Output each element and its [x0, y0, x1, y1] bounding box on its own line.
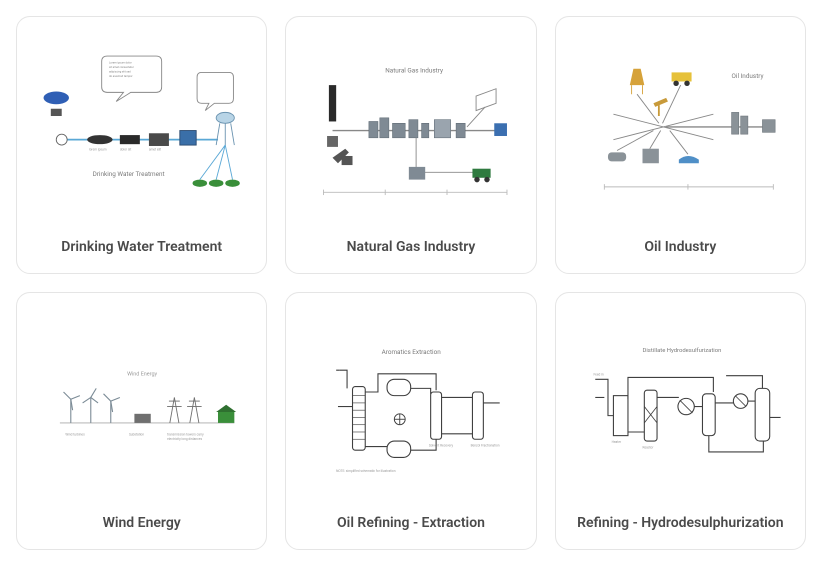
thumb-title: Drinking Water Treatment [93, 170, 165, 178]
svg-text:Benzol Fractionation: Benzol Fractionation [471, 444, 500, 448]
svg-text:adipiscing elit sed: adipiscing elit sed [109, 69, 131, 73]
template-label: Natural Gas Industry [286, 225, 535, 273]
svg-text:Lorem ipsum dolor: Lorem ipsum dolor [109, 60, 132, 64]
template-grid: Lorem ipsum dolor sit amet consectetur a… [16, 16, 806, 550]
template-thumb: Wind Energy [17, 293, 266, 501]
template-card-natural-gas-industry[interactable]: Natural Gas Industry [285, 16, 536, 274]
thumb-title: Natural Gas Industry [386, 66, 444, 74]
diagram-natural-gas-icon: Natural Gas Industry [298, 27, 523, 225]
svg-text:sit amet consectetur: sit amet consectetur [109, 65, 134, 69]
template-label: Refining - Hydrodesulphurization [556, 501, 805, 549]
diagram-drinking-water-icon: Lorem ipsum dolor sit amet consectetur a… [29, 27, 254, 225]
svg-text:Heater: Heater [611, 440, 621, 444]
template-thumb: Aromatics Extraction [286, 293, 535, 501]
svg-text:do eiusmod tempor: do eiusmod tempor [109, 74, 133, 78]
diagram-aromatics-extraction-icon: Aromatics Extraction [298, 303, 523, 501]
svg-text:Substation: Substation [129, 433, 144, 437]
template-card-wind-energy[interactable]: Wind Energy [16, 292, 267, 550]
thumb-title: Distillate Hydrodesulfurization [642, 347, 721, 354]
template-thumb: Oil Industry [556, 17, 805, 225]
template-thumb: Lorem ipsum dolor sit amet consectetur a… [17, 17, 266, 225]
template-thumb: Natural Gas Industry [286, 17, 535, 225]
svg-text:dolor sit: dolor sit [120, 148, 132, 152]
template-card-oil-refining-extraction[interactable]: Aromatics Extraction [285, 292, 536, 550]
diagram-wind-energy-icon: Wind Energy [29, 303, 254, 501]
svg-text:amet elit: amet elit [149, 148, 161, 152]
diagram-oil-industry-icon: Oil Industry [568, 27, 793, 225]
template-card-refining-hydrodesulphurization[interactable]: Distillate Hydrodesulfurization [555, 292, 806, 550]
thumb-title: Wind Energy [127, 372, 157, 378]
thumb-title: Aromatics Extraction [382, 348, 442, 356]
svg-text:NOTE: simplified schematic for: NOTE: simplified schematic for illustrat… [336, 469, 396, 473]
template-label: Wind Energy [17, 501, 266, 549]
svg-text:Reactor: Reactor [642, 445, 654, 449]
svg-text:Wind turbines: Wind turbines [65, 433, 85, 437]
svg-text:Solvent Recovery: Solvent Recovery [429, 444, 454, 448]
template-thumb: Distillate Hydrodesulfurization [556, 293, 805, 501]
svg-text:transmission towers carry: transmission towers carry [167, 433, 204, 437]
template-label: Drinking Water Treatment [17, 225, 266, 273]
template-card-oil-industry[interactable]: Oil Industry [555, 16, 806, 274]
svg-text:Feed in: Feed in [593, 373, 603, 377]
thumb-title: Oil Industry [731, 72, 763, 80]
svg-text:lorem ipsum: lorem ipsum [89, 148, 107, 152]
svg-text:electricity long distances: electricity long distances [167, 437, 202, 441]
diagram-hydrodesulfurization-icon: Distillate Hydrodesulfurization [568, 303, 793, 501]
template-label: Oil Industry [556, 225, 805, 273]
template-label: Oil Refining - Extraction [286, 501, 535, 549]
template-card-drinking-water-treatment[interactable]: Lorem ipsum dolor sit amet consectetur a… [16, 16, 267, 274]
